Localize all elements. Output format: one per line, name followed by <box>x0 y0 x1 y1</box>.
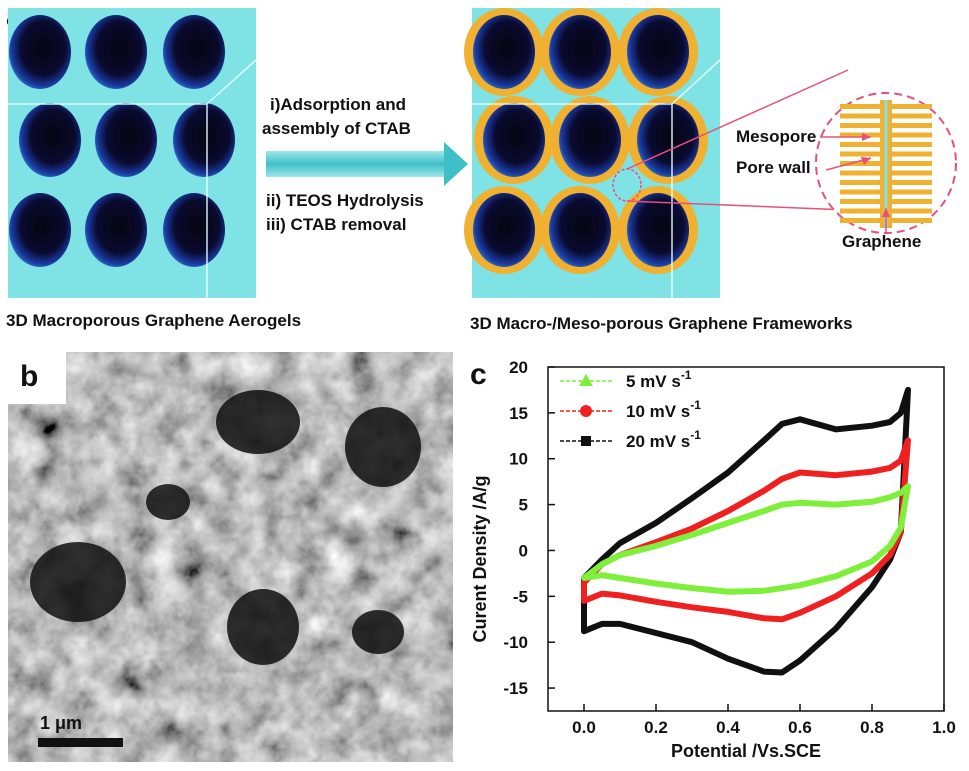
macropore <box>163 193 225 267</box>
pore-wall-stripe <box>840 113 884 119</box>
macropore <box>173 103 235 177</box>
macropore <box>559 103 621 177</box>
x-axis-title: Potential /Vs.SCE <box>671 741 821 761</box>
pore-wall-stripe <box>840 208 884 214</box>
cv-chart: 0.0 0.2 0.4 0.6 0.8 1.0 -15 -10 -5 0 5 10 15 20 Potent… <box>470 358 956 761</box>
pore-wall-stripe <box>888 142 932 147</box>
pore-wall-stripe <box>888 208 932 214</box>
macropore <box>637 103 699 177</box>
x-tick-label: 0.8 <box>860 718 884 737</box>
pore-wall-stripe <box>888 104 932 109</box>
pore-wall-stripe <box>840 151 884 157</box>
y-tick-label: 5 <box>519 496 528 515</box>
legend-entry-0: 5 mV s-1 <box>560 368 692 391</box>
pore-wall-stripe <box>840 161 884 166</box>
pore-wall-stripe <box>888 189 932 195</box>
sem-image <box>8 352 453 762</box>
pore-wall-stripe <box>840 189 884 195</box>
pore-wall-stripe <box>888 161 932 166</box>
panel-b-letter-box <box>8 352 66 404</box>
legend-marker <box>579 374 593 386</box>
legend-sup: -1 <box>690 428 701 442</box>
macropore <box>549 193 611 267</box>
pore-wall-stripe <box>888 218 932 223</box>
pore-wall-stripe <box>888 170 932 176</box>
pore-wall-stripe <box>840 104 884 109</box>
right-cube-caption: 3D Macro-/Meso-porous Graphene Framework… <box>470 314 853 333</box>
pore-wall-stripe <box>840 170 884 176</box>
x-tick-label: 0.0 <box>572 718 596 737</box>
x-tick-label: 0.6 <box>788 718 812 737</box>
legend-entry-2: 20 mV s-1 <box>560 428 701 451</box>
macropore <box>85 193 147 267</box>
macropore <box>483 103 545 177</box>
step-1-line-2: assembly of CTAB <box>262 119 411 138</box>
macropore <box>627 193 689 267</box>
y-tick-label: -10 <box>503 633 528 652</box>
legend-label: 20 mV s-1 <box>626 428 701 451</box>
x-tick-label: 0.4 <box>716 718 740 737</box>
pore-wall-stripe <box>840 199 884 204</box>
process-arrow <box>266 142 468 186</box>
legend-marker <box>581 436 591 446</box>
macropore <box>85 15 147 89</box>
pore-wall-stripe <box>888 180 932 185</box>
left-cube-macroporous <box>8 8 257 298</box>
pore-wall-stripe <box>840 123 884 128</box>
mesopore-label: Mesopore <box>736 127 817 146</box>
legend-sup: -1 <box>681 368 692 382</box>
macropore <box>627 15 689 89</box>
step-1-line-1: i)Adsorption and <box>270 95 406 114</box>
graphene-sheet <box>884 100 888 228</box>
macropore <box>9 15 71 89</box>
y-tick-label: -15 <box>503 679 528 698</box>
x-tick-label: 1.0 <box>932 718 956 737</box>
y-tick-label: 20 <box>509 358 528 377</box>
pore-wall-stripe <box>888 113 932 119</box>
y-tick-label: -5 <box>513 587 528 606</box>
macropore <box>95 103 157 177</box>
legend-label: 10 mV s-1 <box>626 398 701 421</box>
sem-texture <box>8 352 453 762</box>
macropore <box>473 193 535 267</box>
graphene-label: Graphene <box>842 232 922 251</box>
panel-b-letter: b <box>20 360 39 393</box>
y-tick-label: 0 <box>519 541 528 560</box>
pore-wall-stripe <box>840 218 884 223</box>
pore-wall-stripe <box>888 151 932 157</box>
step-2: ii) TEOS Hydrolysis <box>266 191 424 210</box>
legend-label: 5 mV s-1 <box>626 368 692 391</box>
right-cube-mesoporous <box>464 8 721 298</box>
pore-wall-label: Pore wall <box>736 158 811 177</box>
pore-wall-stripe <box>888 199 932 204</box>
scale-bar <box>38 738 123 747</box>
legend-entry-1: 10 mV s-1 <box>560 398 701 421</box>
macropore <box>473 15 535 89</box>
pore-wall-stripe <box>888 123 932 128</box>
legend-marker <box>580 405 592 417</box>
x-tick-label: 0.2 <box>644 718 668 737</box>
plot-frame <box>547 366 945 712</box>
y-axis-title: Curent Density /A/g <box>470 475 490 642</box>
left-cube-caption: 3D Macroporous Graphene Aerogels <box>6 311 302 330</box>
pore-wall-stripe <box>840 142 884 147</box>
panel-a-schematic <box>8 8 957 298</box>
y-tick-label: 15 <box>509 404 528 423</box>
pore-wall-stripe <box>840 180 884 185</box>
panel-c-letter: c <box>470 358 487 391</box>
pore-wall-stripe <box>888 132 932 138</box>
macropore <box>163 15 225 89</box>
step-3: iii) CTAB removal <box>266 215 407 234</box>
macropore <box>549 15 611 89</box>
y-tick-label: 10 <box>509 450 528 469</box>
zoom-callout <box>612 69 957 234</box>
cv-curve-0 <box>581 483 911 595</box>
macropore <box>9 193 71 267</box>
legend-sup: -1 <box>690 398 701 412</box>
macropore <box>19 103 81 177</box>
scale-bar-label: 1 μm <box>40 713 83 733</box>
